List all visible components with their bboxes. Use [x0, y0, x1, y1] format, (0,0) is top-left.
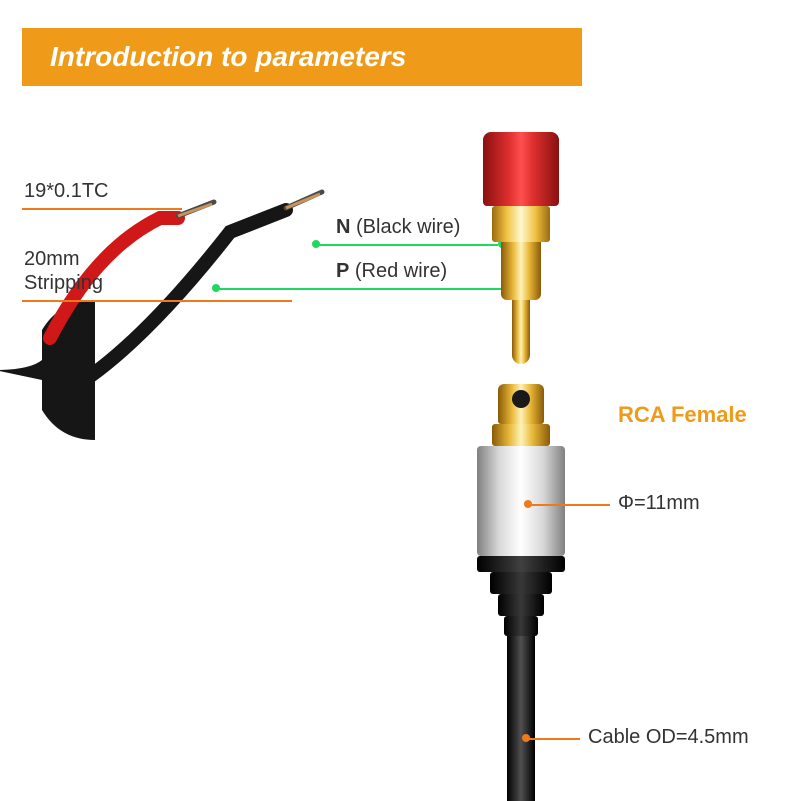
cable-od-dot — [522, 734, 530, 742]
rca-female-strain-relief-2 — [498, 594, 544, 616]
diameter-dot — [524, 500, 532, 508]
tc-spec-line — [22, 208, 182, 210]
cable-od-label: Cable OD=4.5mm — [588, 726, 749, 749]
rca-male-gold-ring — [492, 206, 550, 242]
rca-female-black-ring — [477, 556, 565, 572]
rca-female-center-hole — [512, 390, 530, 408]
p-green-dot-left — [212, 284, 220, 292]
rca-output-cable — [507, 636, 535, 801]
rca-female-strain-relief-3 — [504, 616, 538, 636]
header-banner: Introduction to parameters — [22, 28, 582, 86]
p-wire-label: P (Red wire) — [336, 260, 447, 283]
stripping-line — [22, 300, 292, 302]
n-rest: (Black wire) — [350, 216, 460, 238]
p-bold: P — [336, 260, 349, 282]
rca-male-outer-sleeve — [501, 242, 541, 300]
rca-female-gold-neck — [492, 424, 550, 446]
split-wire-diagram — [0, 0, 800, 800]
rca-male-body — [483, 132, 559, 206]
header-title: Introduction to parameters — [50, 41, 406, 73]
n-green-dot-left — [312, 240, 320, 248]
p-rest: (Red wire) — [349, 260, 447, 282]
n-green-line — [316, 244, 498, 246]
stripping-label-2: Stripping — [24, 272, 103, 295]
tc-spec-label: 19*0.1TC — [24, 180, 109, 203]
rca-male-center-pin — [512, 300, 530, 364]
rca-female-silver-barrel — [477, 446, 565, 556]
p-green-line — [216, 288, 514, 290]
n-bold: N — [336, 216, 350, 238]
rca-female-label: RCA Female — [618, 402, 747, 428]
stripping-label-1: 20mm — [24, 248, 80, 271]
n-wire-label: N (Black wire) — [336, 216, 460, 239]
cable-od-line — [526, 738, 580, 740]
diameter-label: Φ=11mm — [618, 492, 700, 515]
rca-female-strain-relief-1 — [490, 572, 552, 594]
diameter-line — [528, 504, 610, 506]
